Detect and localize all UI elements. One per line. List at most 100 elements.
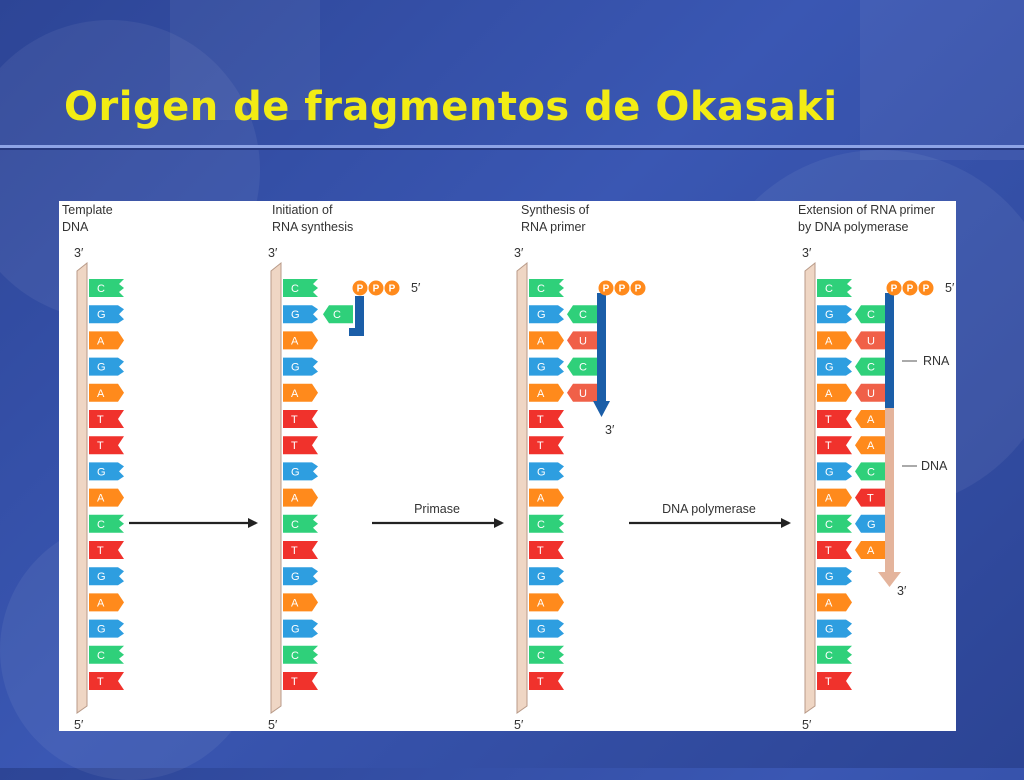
- base-c: [283, 514, 318, 533]
- base-t: [283, 672, 318, 690]
- template-base: A: [89, 593, 124, 612]
- template-base: G: [283, 567, 318, 586]
- base-c: [529, 514, 564, 533]
- base-g: [89, 462, 124, 481]
- base-g: [529, 462, 564, 481]
- base-t: [89, 672, 124, 690]
- phosphate-letter: P: [619, 284, 626, 295]
- panel-heading: Initiation of: [272, 203, 333, 217]
- template-base: G: [89, 567, 124, 586]
- base-letter: A: [867, 440, 875, 452]
- paired-base: G: [855, 514, 885, 533]
- base-letter: A: [291, 335, 299, 347]
- phosphate-circle: [902, 280, 918, 296]
- phosphate-letter: P: [891, 284, 898, 295]
- sugar-phosphate-backbone: [804, 261, 816, 714]
- base-letter: T: [537, 414, 544, 426]
- base-t: [283, 541, 318, 559]
- template-base: G: [283, 357, 318, 376]
- base-letter: G: [291, 362, 300, 374]
- phosphate-circle: [918, 280, 934, 296]
- base-letter: U: [579, 388, 587, 400]
- base-a: [89, 488, 124, 507]
- template-base: G: [283, 305, 318, 324]
- paired-base: C: [855, 462, 885, 481]
- base-c: [89, 645, 124, 664]
- template-base: T: [529, 541, 564, 559]
- base-letter: U: [867, 388, 875, 400]
- base-letter: C: [97, 283, 105, 295]
- rna-strand: [355, 296, 364, 336]
- base-letter: A: [825, 493, 833, 505]
- paired-base: A: [855, 436, 885, 455]
- template-base: G: [817, 462, 852, 481]
- base-g: [817, 357, 852, 376]
- base-letter: A: [97, 388, 105, 400]
- base-t: [855, 488, 885, 507]
- base-g: [529, 357, 564, 376]
- base-letter: A: [537, 493, 545, 505]
- phosphate-letter: P: [389, 284, 396, 295]
- base-letter: G: [825, 624, 834, 636]
- template-base: G: [817, 567, 852, 586]
- base-g: [855, 514, 885, 533]
- base-t: [283, 436, 318, 455]
- base-letter: T: [825, 545, 832, 557]
- okazaki-diagram: Template DNA 3′ 5′ C G A G A T T G A C T G A G C T Initiatio…: [59, 201, 956, 731]
- okazaki-diagram-svg: Template DNA 3′ 5′ C G A G A T T G A C T G A G C T Initiatio…: [62, 203, 955, 731]
- strand-end-label: 5′: [514, 718, 524, 731]
- sugar-phosphate-backbone: [516, 261, 528, 714]
- base-letter: G: [825, 309, 834, 321]
- base-letter: U: [867, 335, 875, 347]
- phosphate-circle: [352, 280, 368, 296]
- base-a: [529, 593, 564, 612]
- panel-heading: Synthesis of: [521, 203, 590, 217]
- base-letter: G: [291, 309, 300, 321]
- base-letter: C: [333, 309, 341, 321]
- base-letter: A: [537, 388, 545, 400]
- phosphate-circle: [630, 280, 646, 296]
- base-a: [529, 488, 564, 507]
- template-base: A: [817, 488, 852, 507]
- template-base: G: [283, 619, 318, 638]
- dna-label: DNA: [921, 459, 948, 473]
- base-a: [89, 383, 124, 402]
- phosphate-letter: P: [635, 284, 642, 295]
- base-letter: C: [579, 362, 587, 374]
- base-letter: A: [97, 493, 105, 505]
- paired-base: C: [567, 357, 597, 376]
- base-letter: A: [537, 335, 545, 347]
- base-u: [567, 331, 597, 350]
- base-t: [529, 436, 564, 455]
- dna-strand: [885, 408, 894, 573]
- base-g: [283, 357, 318, 376]
- base-a: [855, 410, 885, 428]
- base-letter: G: [867, 519, 876, 531]
- base-c: [323, 305, 353, 324]
- base-letter: G: [97, 362, 106, 374]
- base-letter: G: [537, 309, 546, 321]
- panel-heading: RNA primer: [521, 220, 586, 234]
- template-base: C: [817, 645, 852, 664]
- base-t: [529, 672, 564, 690]
- phosphate-letter: P: [373, 284, 380, 295]
- base-g: [817, 567, 852, 586]
- strand-end-label: 5′: [74, 718, 84, 731]
- base-letter: C: [291, 650, 299, 662]
- base-g: [89, 357, 124, 376]
- panel-heading: DNA: [62, 220, 89, 234]
- paired-base: U: [567, 383, 597, 402]
- base-a: [817, 331, 852, 350]
- base-c: [89, 279, 124, 297]
- base-t: [89, 410, 124, 428]
- base-letter: G: [537, 571, 546, 583]
- template-base: C: [283, 279, 318, 297]
- base-g: [89, 305, 124, 324]
- base-letter: A: [97, 597, 105, 609]
- template-base: C: [817, 514, 852, 533]
- template-base: A: [817, 593, 852, 612]
- base-letter: A: [825, 388, 833, 400]
- base-a: [855, 436, 885, 455]
